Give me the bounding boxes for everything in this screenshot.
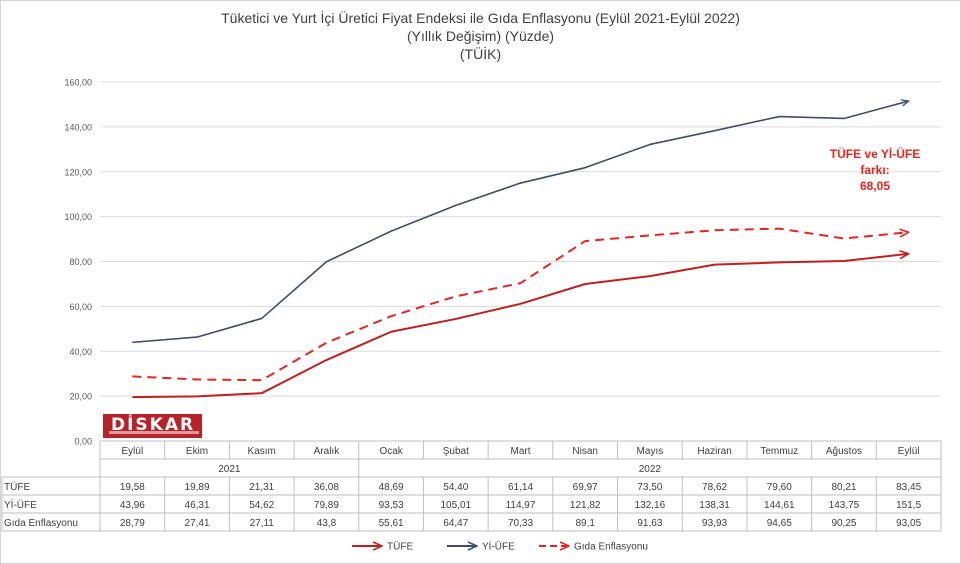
data-label: 19,89: [185, 482, 210, 493]
y-tick-label: 20,00: [69, 392, 92, 402]
title-line-3: (TÜİK): [459, 46, 502, 62]
y-tick-label: 140,00: [64, 122, 92, 132]
data-label: 121,82: [570, 500, 601, 511]
x-tick-label: Eylül: [122, 446, 144, 457]
y-tick-label: 160,00: [64, 78, 92, 88]
data-label: 80,21: [831, 482, 856, 493]
y-tick-label: 120,00: [64, 167, 92, 177]
legend-label: Yİ-ÜFE: [482, 540, 515, 553]
annotation-line-3: 68,05: [859, 179, 891, 193]
annotation-line-1: TÜFE ve Yİ-ÜFE: [829, 147, 921, 161]
legend-label: Gıda Enflasyonu: [574, 542, 648, 553]
x-tick-label: Mart: [511, 446, 531, 457]
difference-annotation: TÜFE ve Yİ-ÜFE farkı: 68,05: [820, 146, 930, 194]
x-tick-label: Şubat: [443, 446, 469, 457]
x-tick-label: Ağustos: [826, 446, 862, 457]
y-tick-label: 80,00: [69, 257, 92, 267]
data-label: 21,31: [249, 482, 274, 493]
x-tick-label: Temmuz: [760, 446, 798, 457]
year-group-label: 2021: [218, 464, 241, 475]
data-label: 144,61: [764, 500, 795, 511]
series-line-tufe: [132, 254, 908, 399]
y-tick-label: 60,00: [69, 302, 92, 312]
title-line-1: Tüketici ve Yurt İçi Üretici Fiyat Endek…: [221, 10, 740, 26]
data-label: 132,16: [635, 500, 666, 511]
x-tick-label: Eylül: [898, 446, 920, 457]
chart-title: Tüketici ve Yurt İçi Üretici Fiyat Endek…: [0, 9, 961, 63]
data-label: 54,40: [443, 482, 468, 493]
data-label: 46,31: [185, 500, 210, 511]
table-series-name: TÜFE: [4, 481, 30, 493]
data-label: 70,33: [508, 518, 533, 529]
x-tick-label: Ekim: [186, 446, 208, 457]
annotation-line-2: farkı:: [860, 163, 890, 177]
data-label: 48,69: [379, 482, 404, 493]
data-label: 89,1: [575, 518, 595, 529]
y-tick-label: 100,00: [64, 212, 92, 222]
logo-tagline: [109, 431, 199, 434]
data-label: 138,31: [699, 500, 730, 511]
data-label: 93,53: [379, 500, 404, 511]
data-label: 43,8: [317, 518, 337, 529]
data-label: 143,75: [829, 500, 860, 511]
data-label: 28,79: [120, 518, 145, 529]
data-label: 151,5: [896, 500, 921, 511]
y-tick-label: 0,00: [74, 437, 92, 447]
data-label: 94,65: [767, 518, 792, 529]
x-tick-label: Aralık: [314, 446, 341, 457]
table-series-name: Gıda Enflasyonu: [4, 518, 78, 529]
data-label: 27,41: [185, 518, 210, 529]
diskar-logo: DİSKAR: [103, 414, 202, 438]
x-tick-label: Kasım: [248, 446, 276, 457]
data-label: 19,58: [120, 482, 145, 493]
data-label: 54,62: [249, 500, 274, 511]
title-line-2: (Yıllık Değişim) (Yüzde): [406, 28, 555, 44]
table-series-name: Yİ-ÜFE: [4, 498, 37, 511]
series-line-gida: [132, 227, 908, 382]
data-label: 64,47: [443, 518, 468, 529]
data-label: 79,89: [314, 500, 339, 511]
x-tick-label: Nisan: [572, 446, 598, 457]
series-line-yiufe: [132, 101, 908, 344]
data-label: 83,45: [896, 482, 921, 493]
x-tick-label: Ocak: [379, 446, 403, 457]
year-group-label: 2022: [639, 464, 662, 475]
data-label: 93,93: [702, 518, 727, 529]
legend-label: TÜFE: [387, 541, 413, 553]
data-label: 43,96: [120, 500, 145, 511]
data-label: 105,01: [441, 500, 472, 511]
data-label: 91,63: [637, 518, 662, 529]
y-tick-label: 40,00: [69, 347, 92, 357]
data-label: 78,62: [702, 482, 727, 493]
data-label: 79,60: [767, 482, 792, 493]
data-label: 69,97: [573, 482, 598, 493]
data-label: 93,05: [896, 518, 921, 529]
data-label: 73,50: [637, 482, 662, 493]
data-label: 55,61: [379, 518, 404, 529]
logo-wordmark: DİSKAR: [111, 415, 196, 435]
data-label: 27,11: [250, 518, 275, 529]
data-label: 61,14: [508, 482, 533, 493]
data-label: 114,97: [506, 500, 536, 511]
x-tick-label: Mayıs: [637, 446, 664, 457]
data-label: 36,08: [314, 482, 339, 493]
data-label: 90,25: [831, 518, 856, 529]
x-tick-label: Haziran: [697, 446, 731, 457]
